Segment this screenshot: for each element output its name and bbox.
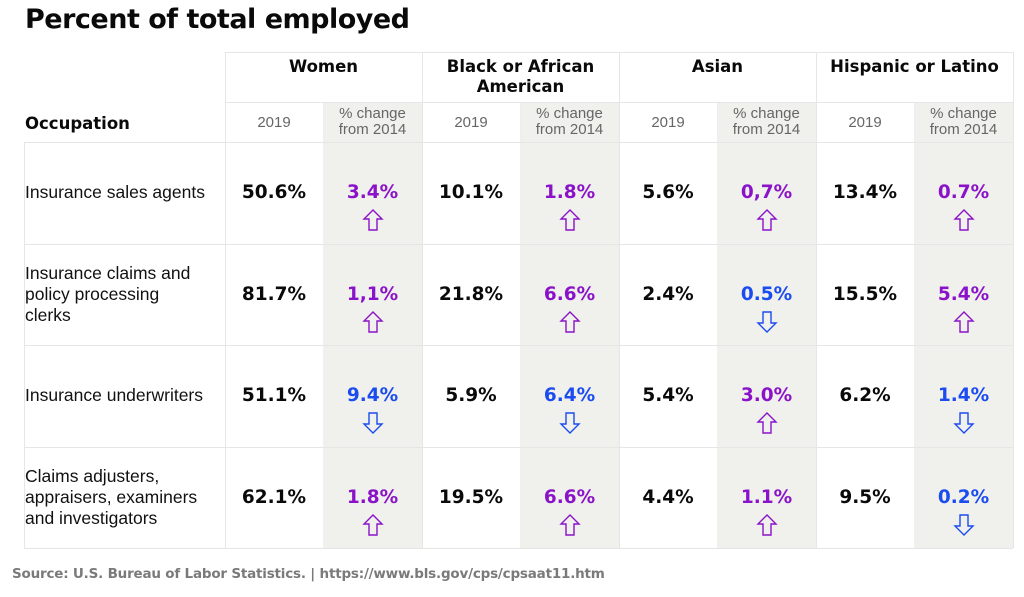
change-column-shade xyxy=(717,102,816,548)
arrow-up-icon xyxy=(755,513,778,536)
grid-line-horizontal xyxy=(24,243,1013,245)
arrow-up-icon xyxy=(952,310,975,333)
group-header: Women xyxy=(288,57,359,76)
grid-line-vertical xyxy=(1013,52,1014,548)
percent-change: 0.2% xyxy=(937,486,990,508)
grid-line-vertical xyxy=(225,52,226,548)
value-2019: 81.7% xyxy=(241,283,307,305)
percent-change: 0.5% xyxy=(740,283,793,305)
percent-change: 1.8% xyxy=(346,486,399,508)
percent-change: 1.1% xyxy=(740,486,793,508)
grid-line-horizontal xyxy=(24,548,1013,549)
arrow-up-icon xyxy=(755,209,778,231)
percent-change: 0,7% xyxy=(740,182,793,203)
occupation-header: Occupation xyxy=(25,114,130,133)
percent-change: 1.4% xyxy=(937,385,990,406)
group-header: Asian xyxy=(691,57,744,76)
arrow-up-icon xyxy=(361,310,384,333)
percent-change: 6.4% xyxy=(543,385,596,406)
arrow-up-icon xyxy=(361,209,384,231)
value-2019: 51.1% xyxy=(241,385,307,406)
value-2019: 5.4% xyxy=(642,385,694,406)
percent-change: 6.6% xyxy=(543,486,596,508)
percent-change: 1.8% xyxy=(543,182,596,203)
grid-line-vertical xyxy=(816,52,817,548)
percent-change: 3.0% xyxy=(740,385,793,406)
occupation-label: Insurance sales agents xyxy=(25,182,205,203)
arrow-up-icon xyxy=(952,209,975,231)
arrow-up-icon xyxy=(755,412,778,434)
grid-line-horizontal xyxy=(24,345,1013,346)
value-2019: 5.9% xyxy=(445,385,497,406)
value-2019: 6.2% xyxy=(839,385,891,406)
arrow-down-icon xyxy=(952,513,975,536)
grid-line-vertical xyxy=(619,52,620,548)
arrow-up-icon xyxy=(558,310,581,333)
percent-change: 1,1% xyxy=(346,283,399,305)
percent-change: 9.4% xyxy=(346,385,399,406)
grid-line-horizontal xyxy=(225,52,1013,53)
arrow-up-icon xyxy=(361,513,384,536)
grid-line-vertical xyxy=(914,102,915,142)
year-header: 2019 xyxy=(257,113,291,131)
percent-change: 3.4% xyxy=(346,182,399,203)
arrow-down-icon xyxy=(755,310,778,333)
value-2019: 10.1% xyxy=(438,182,504,203)
percent-change: 0.7% xyxy=(937,182,990,203)
percent-change: 5.4% xyxy=(937,283,990,305)
value-2019: 19.5% xyxy=(438,486,504,508)
value-2019: 62.1% xyxy=(241,486,307,508)
change-column-shade xyxy=(914,102,1013,548)
occupation-label: Insurance claims and policy processing c… xyxy=(25,262,191,325)
change-column-shade xyxy=(323,102,422,548)
grid-line-horizontal xyxy=(24,142,1013,143)
grid-line-vertical xyxy=(520,102,521,142)
arrow-up-icon xyxy=(558,513,581,536)
source-note: Source: U.S. Bureau of Labor Statistics.… xyxy=(12,566,605,582)
group-header: Black or African American xyxy=(446,57,595,96)
group-header: Hispanic or Latino xyxy=(830,57,999,76)
value-2019: 21.8% xyxy=(438,283,504,305)
value-2019: 15.5% xyxy=(832,283,898,305)
employment-table: Occupation Women 2019 % change from 2014 Bla… xyxy=(10,52,1015,549)
arrow-up-icon xyxy=(558,209,581,231)
percent-change: 6.6% xyxy=(543,283,596,305)
change-header: % change from 2014 xyxy=(338,105,407,138)
change-header: % change from 2014 xyxy=(535,105,604,138)
value-2019: 2.4% xyxy=(642,283,694,305)
grid-line-horizontal xyxy=(24,446,1013,448)
change-header: % change from 2014 xyxy=(929,105,998,138)
value-2019: 9.5% xyxy=(839,486,891,508)
change-column-shade xyxy=(520,102,619,548)
value-2019: 4.4% xyxy=(642,486,694,508)
change-header: % change from 2014 xyxy=(732,105,801,138)
value-2019: 13.4% xyxy=(832,182,898,203)
arrow-down-icon xyxy=(952,412,975,434)
arrow-down-icon xyxy=(558,412,581,434)
occupation-label: Insurance underwriters xyxy=(25,385,203,406)
arrow-down-icon xyxy=(361,412,384,434)
grid-line-vertical xyxy=(717,102,718,142)
occupation-label: Claims adjusters, appraisers, examiners … xyxy=(25,465,198,528)
year-header: 2019 xyxy=(848,113,882,131)
grid-line-vertical xyxy=(422,52,423,548)
value-2019: 5.6% xyxy=(642,182,694,203)
year-header: 2019 xyxy=(651,113,685,131)
value-2019: 50.6% xyxy=(241,182,307,203)
grid-line-vertical xyxy=(323,102,324,142)
year-header: 2019 xyxy=(454,113,488,131)
grid-line-horizontal xyxy=(225,102,1013,103)
page-title: Percent of total employed xyxy=(25,4,410,35)
